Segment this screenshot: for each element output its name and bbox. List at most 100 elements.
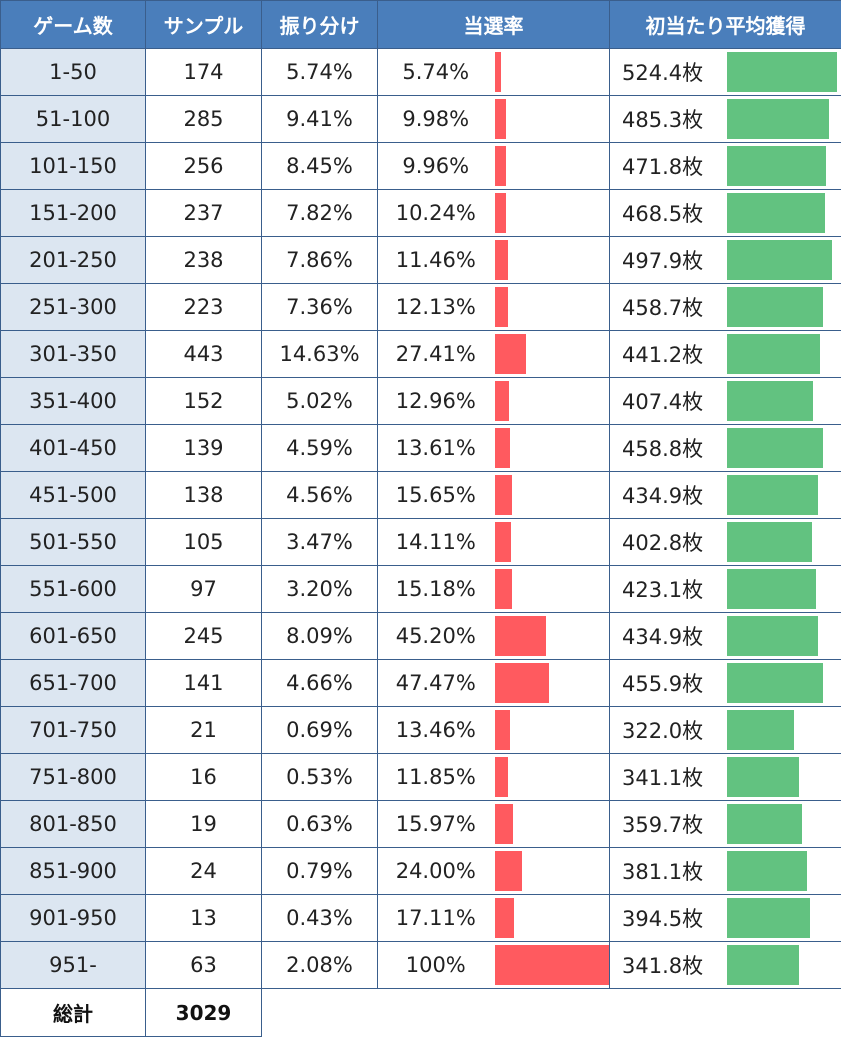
hit-rate-bar-cell — [494, 613, 610, 660]
footer-blank — [262, 989, 841, 1037]
avg-gain-bar-cell — [726, 143, 841, 190]
game-range-cell: 651-700 — [1, 660, 146, 707]
hit-rate-cell: 47.47% — [378, 660, 494, 707]
avg-gain-bar-cell — [726, 519, 841, 566]
hit-rate-bar — [495, 99, 506, 139]
hit-rate-bar — [495, 146, 506, 186]
hit-rate-bar — [495, 804, 513, 844]
hit-rate-cell: 11.85% — [378, 754, 494, 801]
hit-rate-cell: 10.24% — [378, 190, 494, 237]
hit-rate-bar — [495, 240, 508, 280]
share-cell: 14.63% — [262, 331, 378, 378]
total-row: 総計 3029 — [1, 989, 841, 1037]
avg-gain-bar — [727, 710, 795, 750]
share-cell: 3.47% — [262, 519, 378, 566]
game-range-cell: 351-400 — [1, 378, 146, 425]
avg-gain-cell: 441.2枚 — [610, 331, 726, 378]
hit-rate-bar-cell — [494, 801, 610, 848]
avg-gain-bar-cell — [726, 190, 841, 237]
samples-cell: 105 — [146, 519, 262, 566]
game-range-cell: 201-250 — [1, 237, 146, 284]
avg-gain-bar — [727, 334, 820, 374]
share-cell: 8.09% — [262, 613, 378, 660]
avg-gain-cell: 434.9枚 — [610, 472, 726, 519]
hit-rate-cell: 24.00% — [378, 848, 494, 895]
avg-gain-bar — [727, 898, 810, 938]
avg-gain-bar-cell — [726, 707, 841, 754]
avg-gain-bar-cell — [726, 472, 841, 519]
game-range-cell: 601-650 — [1, 613, 146, 660]
game-range-cell: 151-200 — [1, 190, 146, 237]
share-cell: 4.59% — [262, 425, 378, 472]
samples-cell: 223 — [146, 284, 262, 331]
header-share: 振り分け — [262, 1, 378, 49]
hit-rate-bar-cell — [494, 660, 610, 707]
samples-cell: 13 — [146, 895, 262, 942]
hit-rate-bar — [495, 52, 502, 92]
game-range-cell: 51-100 — [1, 96, 146, 143]
hit-rate-cell: 9.98% — [378, 96, 494, 143]
avg-gain-bar — [727, 52, 838, 92]
avg-gain-bar — [727, 757, 799, 797]
hit-rate-bar-cell — [494, 754, 610, 801]
avg-gain-cell: 471.8枚 — [610, 143, 726, 190]
game-range-cell: 951- — [1, 942, 146, 989]
share-cell: 5.74% — [262, 49, 378, 96]
hit-rate-cell: 13.46% — [378, 707, 494, 754]
hit-rate-cell: 12.13% — [378, 284, 494, 331]
samples-cell: 238 — [146, 237, 262, 284]
avg-gain-cell: 407.4枚 — [610, 378, 726, 425]
avg-gain-bar-cell — [726, 331, 841, 378]
share-cell: 0.79% — [262, 848, 378, 895]
hit-rate-bar — [495, 522, 511, 562]
samples-cell: 97 — [146, 566, 262, 613]
avg-gain-bar-cell — [726, 566, 841, 613]
samples-cell: 16 — [146, 754, 262, 801]
hit-rate-bar — [495, 287, 509, 327]
hit-rate-cell: 5.74% — [378, 49, 494, 96]
avg-gain-bar-cell — [726, 848, 841, 895]
hit-rate-bar — [495, 475, 513, 515]
avg-gain-cell: 359.7枚 — [610, 801, 726, 848]
samples-cell: 443 — [146, 331, 262, 378]
hit-rate-bar-cell — [494, 378, 610, 425]
avg-gain-bar-cell — [726, 942, 841, 989]
game-range-cell: 501-550 — [1, 519, 146, 566]
share-cell: 4.56% — [262, 472, 378, 519]
avg-gain-bar — [727, 240, 832, 280]
avg-gain-bar — [727, 99, 829, 139]
hit-rate-bar-cell — [494, 942, 610, 989]
hit-rate-bar-cell — [494, 707, 610, 754]
avg-gain-cell: 485.3枚 — [610, 96, 726, 143]
avg-gain-bar — [727, 804, 803, 844]
hit-rate-bar — [495, 851, 522, 891]
avg-gain-bar-cell — [726, 660, 841, 707]
share-cell: 0.43% — [262, 895, 378, 942]
samples-cell: 63 — [146, 942, 262, 989]
hit-rate-bar-cell — [494, 895, 610, 942]
game-range-cell: 451-500 — [1, 472, 146, 519]
avg-gain-bar-cell — [726, 754, 841, 801]
avg-gain-bar-cell — [726, 284, 841, 331]
samples-cell: 138 — [146, 472, 262, 519]
avg-gain-bar — [727, 287, 824, 327]
avg-gain-bar-cell — [726, 425, 841, 472]
hit-rate-cell: 17.11% — [378, 895, 494, 942]
hit-rate-bar-cell — [494, 566, 610, 613]
hit-rate-cell: 15.18% — [378, 566, 494, 613]
avg-gain-cell: 434.9枚 — [610, 613, 726, 660]
game-range-cell: 851-900 — [1, 848, 146, 895]
avg-gain-bar-cell — [726, 895, 841, 942]
avg-gain-cell: 341.1枚 — [610, 754, 726, 801]
header-avg-gain: 初当たり平均獲得 — [610, 1, 841, 49]
hit-rate-cell: 12.96% — [378, 378, 494, 425]
